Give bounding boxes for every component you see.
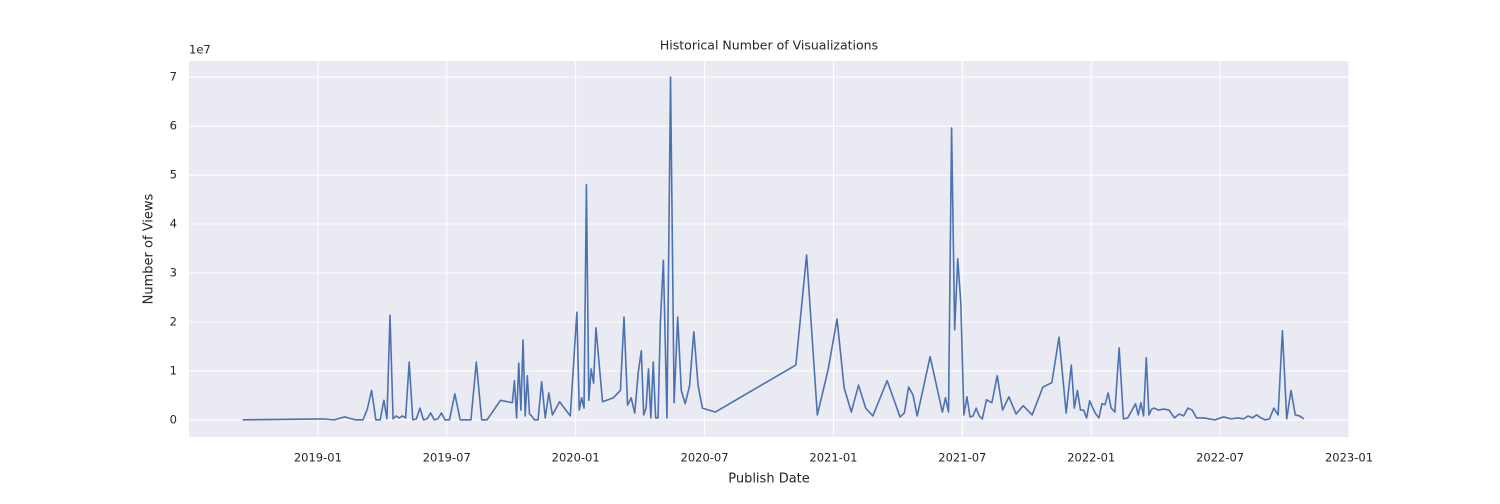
y-axis-label: Number of Views — [142, 193, 157, 304]
data-line — [242, 76, 1305, 421]
y-tick-label: 2 — [170, 314, 177, 328]
x-tick-label: 2019-01 — [294, 451, 342, 465]
x-tick-label: 2020-07 — [681, 451, 729, 465]
y-tick-label: 3 — [170, 265, 177, 279]
y-tick-label: 4 — [170, 217, 177, 231]
x-tick-label: 2021-01 — [809, 451, 857, 465]
y-tick-label: 6 — [170, 119, 177, 133]
marks — [242, 76, 1305, 421]
x-axis-label: Publish Date — [728, 472, 810, 487]
x-tick-label: 2019-07 — [423, 451, 471, 465]
y-tick-label: 5 — [170, 168, 177, 182]
y-offset-label: 1e7 — [189, 43, 211, 57]
x-tick-label: 2022-01 — [1067, 451, 1115, 465]
x-tick-label: 2021-07 — [938, 451, 986, 465]
plot-area — [189, 61, 1349, 437]
x-tick-label: 2023-01 — [1325, 451, 1373, 465]
y-tick-label: 0 — [170, 412, 177, 426]
x-tick-label: 2022-07 — [1196, 451, 1244, 465]
chart-title: Historical Number of Visualizations — [660, 38, 878, 53]
x-tick-label: 2020-01 — [552, 451, 600, 465]
labels: 0 1 2 3 4 5 6 7 2019-01 2019-07 2020-01 2020-07 2021… — [170, 70, 1373, 465]
y-tick-label: 7 — [170, 70, 177, 84]
grid — [189, 61, 1350, 437]
y-tick-label: 1 — [170, 363, 177, 377]
